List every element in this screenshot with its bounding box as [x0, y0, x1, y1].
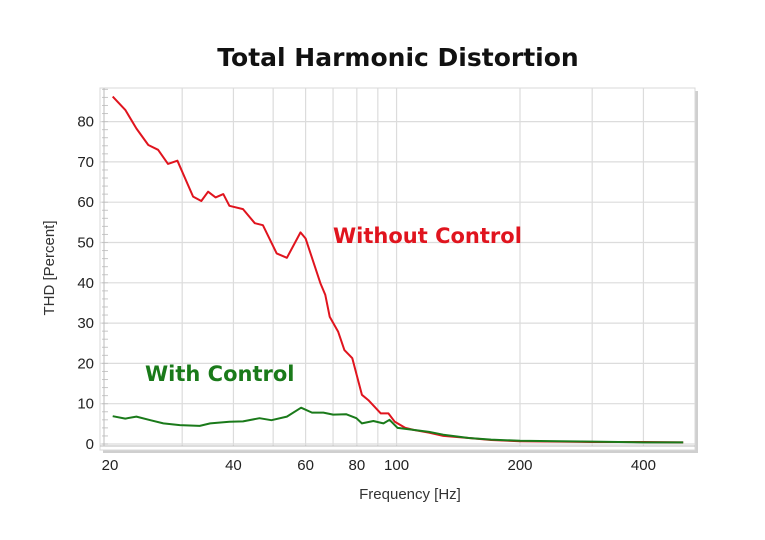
x-tick-label: 60: [297, 457, 314, 474]
x-tick-label: 400: [631, 457, 656, 474]
annotation-with-control: With Control: [145, 362, 294, 386]
y-tick-label: 20: [77, 355, 94, 372]
x-tick-label: 100: [384, 457, 409, 474]
chart-title: Total Harmonic Distortion: [217, 43, 578, 72]
y-tick-label: 30: [77, 315, 94, 332]
series-line-with-control: [112, 406, 684, 444]
x-tick-label: 20: [102, 457, 119, 474]
y-tick-label: 10: [77, 396, 94, 413]
y-tick-label: 80: [77, 114, 94, 131]
y-tick-label: 60: [77, 194, 94, 211]
x-tick-label: 200: [507, 457, 532, 474]
plot-area: 0 10 20 30 40 50 60 70 80 20 40 60 80 100 200 400: [77, 87, 698, 474]
y-tick-label: 0: [86, 436, 94, 453]
y-axis-label: THD [Percent]: [41, 220, 58, 315]
x-tick-label: 40: [225, 457, 242, 474]
y-tick-label: 70: [77, 154, 94, 171]
y-tick-label: 50: [77, 235, 94, 252]
x-axis-label: Frequency [Hz]: [359, 486, 461, 503]
y-tick-label: 40: [77, 275, 94, 292]
annotation-without-control: Without Control: [333, 224, 522, 248]
plot-frame: [99, 87, 696, 451]
x-tick-label: 80: [349, 457, 366, 474]
